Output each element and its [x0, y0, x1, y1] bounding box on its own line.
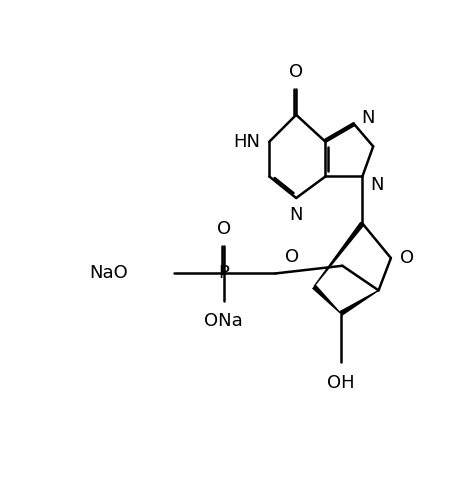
Text: HN: HN: [233, 133, 260, 151]
Text: NaO: NaO: [89, 264, 128, 283]
Text: N: N: [370, 176, 384, 194]
Text: O: O: [400, 249, 414, 267]
Text: ONa: ONa: [204, 312, 243, 330]
Text: O: O: [285, 248, 299, 266]
Text: N: N: [362, 109, 375, 127]
Text: O: O: [217, 220, 231, 238]
Polygon shape: [313, 222, 364, 287]
Text: OH: OH: [327, 374, 355, 392]
Polygon shape: [340, 290, 379, 316]
Text: O: O: [289, 63, 303, 81]
Polygon shape: [312, 285, 341, 314]
Text: P: P: [219, 264, 229, 283]
Text: N: N: [289, 206, 303, 224]
